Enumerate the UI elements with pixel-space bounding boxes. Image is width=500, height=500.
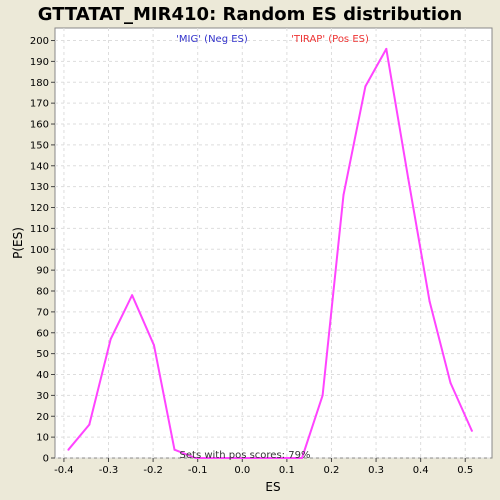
data-point	[449, 381, 452, 384]
neg-es-annotation: 'MIG' (Neg ES)	[176, 34, 248, 45]
y-tick-label: 80	[36, 287, 49, 298]
series-layer	[67, 47, 473, 459]
y-tick-label: 130	[30, 182, 49, 193]
data-point	[364, 85, 367, 88]
pos-scores-annotation: Sets with pos scores: 79%	[180, 450, 311, 461]
y-tick-label: 40	[36, 370, 49, 381]
y-tick-label: 140	[30, 161, 49, 172]
data-point	[428, 300, 431, 303]
y-tick-label: 100	[30, 245, 49, 256]
x-tick-label: 0.5	[457, 465, 473, 476]
data-point	[301, 457, 303, 459]
data-point	[67, 448, 70, 451]
data-point	[88, 423, 91, 426]
y-tick-label: 120	[30, 203, 49, 214]
y-tick-label: 10	[36, 433, 49, 444]
grid	[55, 28, 492, 459]
x-tick-label: -0.4	[54, 465, 74, 476]
x-axis-label: ES	[265, 480, 280, 494]
y-tick-label: 50	[36, 349, 49, 360]
x-tick-label: 0.3	[368, 465, 384, 476]
data-point	[385, 47, 388, 50]
data-point	[279, 457, 282, 459]
x-tick-label: 0.1	[279, 465, 295, 476]
data-point	[153, 344, 155, 347]
x-tick-label: 0.4	[413, 465, 429, 476]
y-tick-label: 110	[30, 224, 49, 235]
data-point	[470, 429, 473, 432]
data-point	[236, 457, 239, 459]
data-point	[131, 294, 134, 297]
y-tick-label: 150	[30, 140, 49, 151]
data-point	[258, 457, 261, 459]
x-tick-label: -0.1	[188, 465, 208, 476]
data-point	[109, 338, 112, 340]
y-tick-label: 200	[30, 36, 49, 47]
y-tick-label: 190	[30, 57, 49, 68]
data-point	[407, 177, 410, 180]
y-tick-label: 170	[30, 99, 49, 110]
y-tick-label: 90	[36, 266, 49, 277]
data-point	[194, 457, 197, 459]
data-point	[321, 394, 324, 397]
y-tick-label: 180	[30, 78, 49, 89]
y-tick-label: 0	[43, 454, 49, 465]
plot-area	[54, 27, 493, 459]
y-tick-label: 30	[36, 391, 49, 402]
y-axis-label: P(ES)	[11, 227, 25, 259]
series-line	[67, 47, 473, 459]
y-tick-label: 20	[36, 412, 49, 423]
data-point	[215, 457, 218, 459]
x-tick-label: 0.2	[324, 465, 340, 476]
pos-es-annotation: 'TIRAP' (Pos ES)	[291, 34, 369, 45]
data-point	[173, 448, 176, 451]
y-tick-label: 70	[36, 307, 49, 318]
y-tick-label: 60	[36, 328, 49, 339]
chart-title: GTTATAT_MIR410: Random ES distribution	[38, 4, 462, 25]
x-tick-label: -0.2	[143, 465, 163, 476]
data-point	[342, 194, 345, 196]
x-tick-label: -0.3	[99, 465, 119, 476]
x-tick-label: 0.0	[234, 465, 250, 476]
axes: 0 10 20 30 40 50 60 70 80 90 100 110 120 130 140 150 160…	[30, 36, 473, 476]
y-tick-label: 160	[30, 120, 49, 131]
